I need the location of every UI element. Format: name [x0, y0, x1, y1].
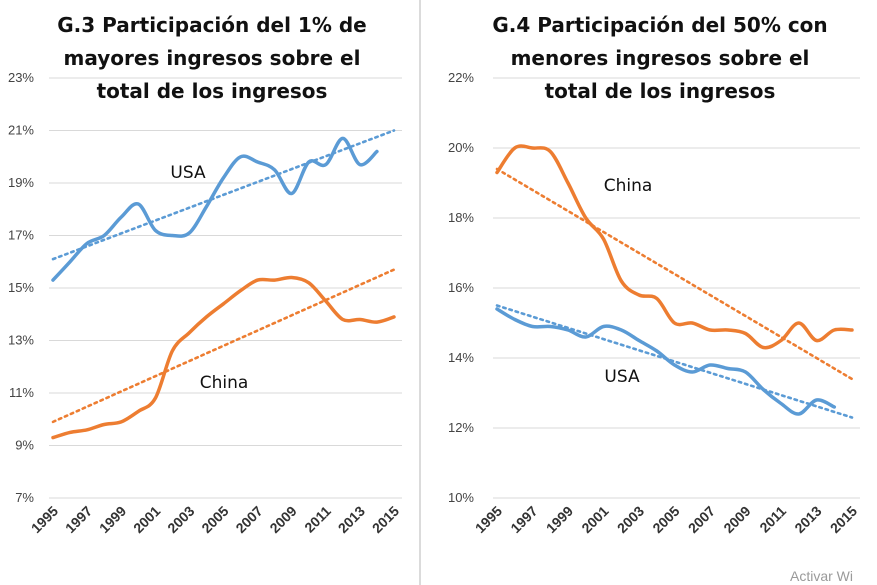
y-tick-label: 23% [8, 70, 34, 85]
x-tick-label: 2015 [369, 503, 402, 536]
y-tick-label: 20% [448, 140, 474, 155]
x-tick-label: 2001 [130, 503, 163, 536]
x-tick-label: 2007 [232, 503, 265, 536]
series-line-china [51, 275, 396, 440]
x-tick-label: 2007 [685, 503, 718, 536]
x-tick-label: 1999 [96, 503, 129, 536]
x-tick-label: 2009 [266, 503, 299, 536]
y-tick-label: 9% [15, 438, 34, 453]
x-tick-label: 1997 [62, 503, 95, 536]
chart-title-line-2: mayores ingresos sobre el [64, 46, 361, 70]
x-tick-label: 2011 [301, 503, 334, 536]
y-tick-label: 19% [8, 175, 34, 190]
y-tick-label: 18% [448, 210, 474, 225]
series-line-china [495, 144, 854, 350]
y-tick-label: 10% [448, 490, 474, 505]
series-line-usa [51, 136, 379, 282]
series-label-usa: USA [604, 367, 640, 387]
y-tick-label: 22% [448, 70, 474, 85]
y-tick-label: 21% [8, 123, 34, 138]
x-tick-label: 1999 [543, 503, 576, 536]
series-label-usa: USA [170, 163, 206, 183]
trendline-usa [495, 304, 854, 419]
chart-title-line-3: total de los ingresos [97, 79, 328, 103]
chart-panel-g4: G.4 Participación del 50% con menores in… [448, 13, 860, 536]
y-tick-label: 7% [15, 490, 34, 505]
y-tick-label: 15% [8, 280, 34, 295]
x-tick-label: 2011 [756, 503, 789, 536]
x-tick-label: 2003 [614, 503, 647, 536]
x-tick-label: 1997 [507, 503, 540, 536]
chart-title-line-3: total de los ingresos [545, 79, 776, 103]
x-tick-label: 1995 [472, 503, 505, 536]
x-tick-label: 2005 [649, 503, 682, 536]
trendline-china [495, 167, 854, 381]
chart-title-line-1: G.3 Participación del 1% de [57, 13, 366, 37]
y-tick-label: 12% [448, 420, 474, 435]
x-tick-label: 2003 [164, 503, 197, 536]
x-tick-label: 2015 [827, 503, 860, 536]
x-tick-label: 1995 [28, 503, 61, 536]
chart-title-line-2: menores ingresos sobre el [511, 46, 810, 70]
y-tick-label: 13% [8, 333, 34, 348]
x-tick-label: 2013 [791, 503, 824, 536]
y-tick-label: 16% [448, 280, 474, 295]
x-tick-label: 2005 [198, 503, 231, 536]
x-tick-label: 2009 [720, 503, 753, 536]
y-tick-label: 14% [448, 350, 474, 365]
series-line-usa [495, 307, 837, 416]
watermark-text: Activar Wi [790, 568, 853, 584]
chart-title-line-1: G.4 Participación del 50% con [492, 13, 827, 37]
y-tick-label: 11% [9, 385, 34, 400]
y-tick-label: 17% [8, 228, 34, 243]
chart-panel-g3: G.3 Participación del 1% de mayores ingr… [8, 13, 402, 536]
x-tick-label: 2001 [578, 503, 611, 536]
series-label-china: China [200, 373, 249, 393]
x-tick-label: 2013 [335, 503, 368, 536]
series-label-china: China [604, 176, 653, 196]
trendline-usa [51, 129, 396, 261]
trendline-china [51, 268, 396, 424]
